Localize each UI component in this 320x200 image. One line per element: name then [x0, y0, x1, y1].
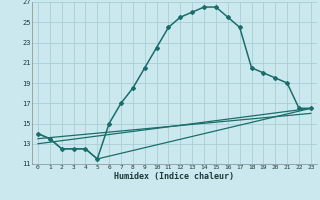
X-axis label: Humidex (Indice chaleur): Humidex (Indice chaleur) — [115, 172, 234, 181]
